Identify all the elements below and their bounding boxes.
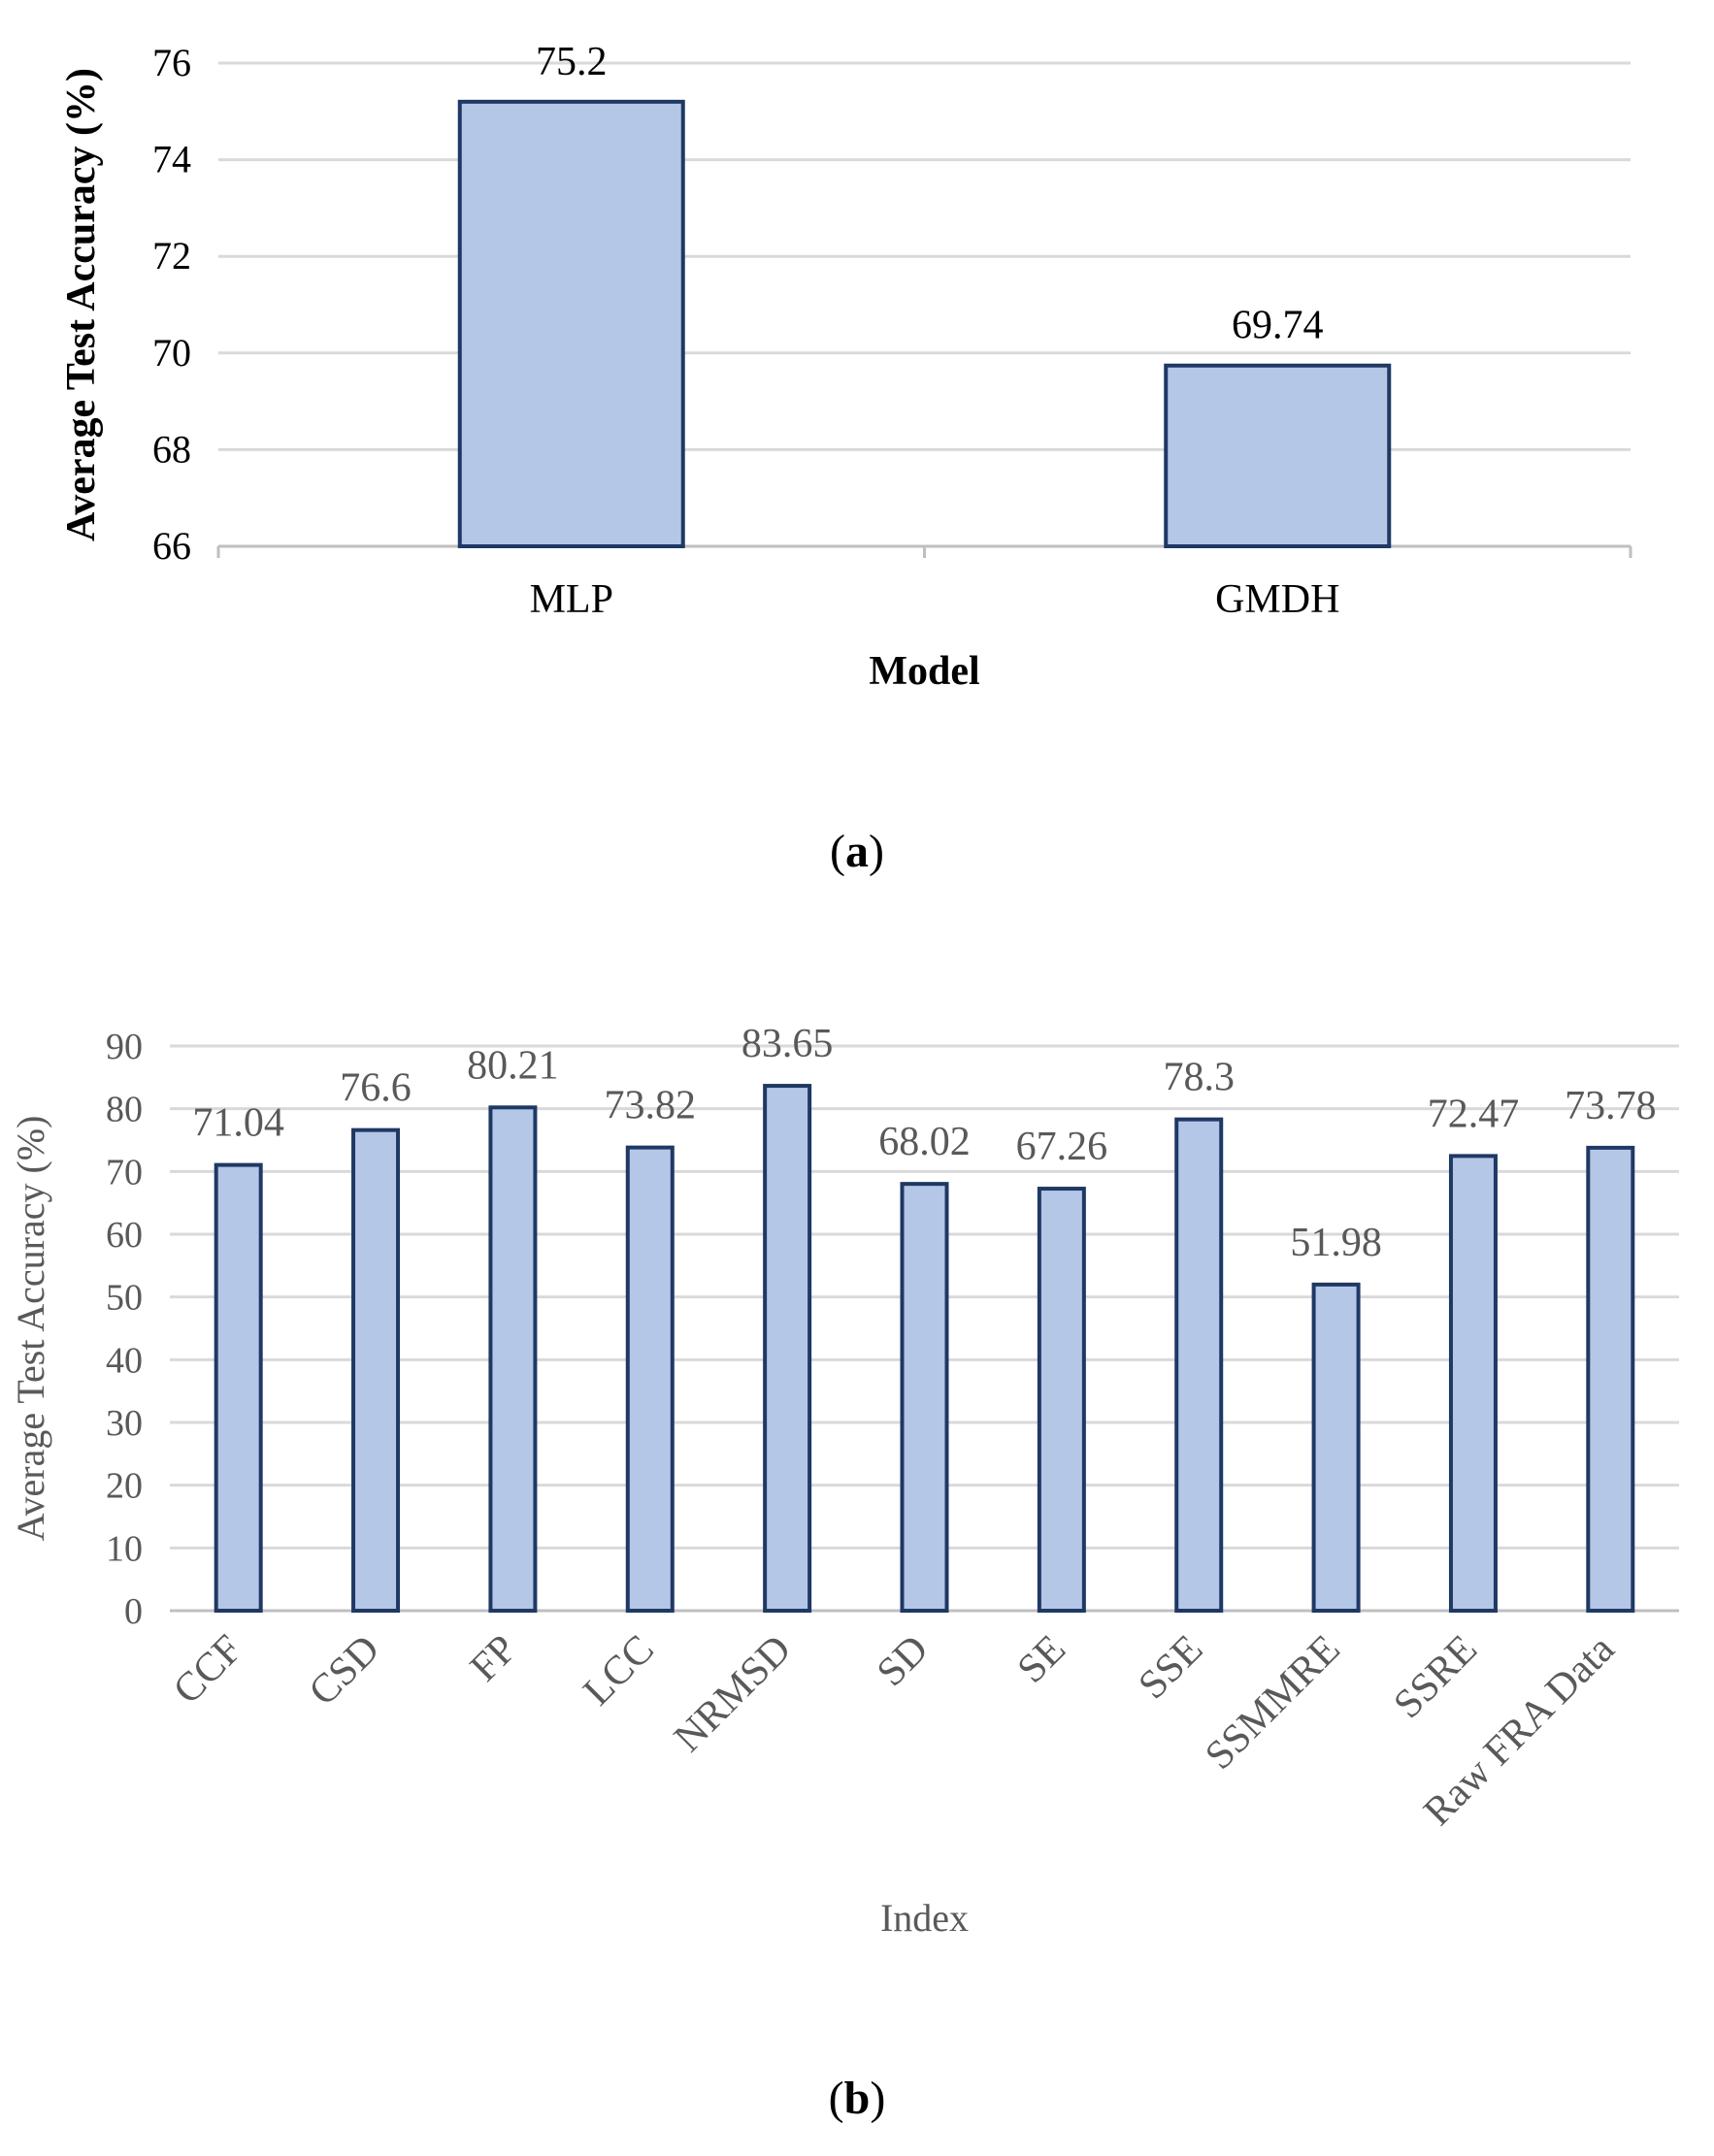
chart-b-data-label: 71.04: [192, 1101, 284, 1146]
chart-b-y-tick-label: 80: [106, 1090, 143, 1130]
chart-a-y-tick-label: 70: [152, 331, 191, 375]
panel-a-caption: (a): [830, 826, 884, 877]
chart-a-x-axis-title: Model: [869, 649, 979, 694]
chart-a-y-tick-label: 68: [152, 427, 191, 471]
chart-b-bar: [1174, 1117, 1224, 1613]
chart-b-bar: [1037, 1187, 1086, 1613]
chart-b-category-label: NRMSD: [666, 1627, 800, 1761]
chart-b-bar: [625, 1145, 675, 1613]
chart-b-category-label: FP: [462, 1627, 526, 1691]
chart-a-svg: 66 68 70 72 74 76 75.2 MLP 69.74 GMDH Average Test…: [59, 40, 1632, 694]
chart-b-bar: [214, 1162, 263, 1613]
chart-a-bar: [1164, 363, 1392, 548]
chart-a-category-label: GMDH: [1215, 577, 1339, 622]
chart-a-y-tick-label: 74: [152, 138, 191, 181]
chart-b-data-label: 73.78: [1565, 1084, 1657, 1128]
chart-b-data-label: 73.82: [605, 1084, 697, 1128]
chart-a-data-label: 75.2: [536, 40, 608, 84]
chart-b-bar: [1311, 1282, 1361, 1613]
chart-b-bar: [488, 1105, 538, 1614]
chart-b-y-tick-label: 10: [106, 1528, 143, 1569]
chart-b-x-axis-title: Index: [880, 1896, 969, 1940]
chart-b-data-label: 67.26: [1016, 1125, 1108, 1169]
chart-b-y-tick-label: 50: [106, 1278, 143, 1319]
chart-b-category-label: SD: [869, 1627, 938, 1696]
chart-b-bar: [1586, 1145, 1635, 1613]
chart-b-data-label: 80.21: [467, 1043, 559, 1088]
chart-a-y-tick-label: 76: [152, 41, 191, 84]
chart-b-category-label: SSE: [1131, 1627, 1212, 1709]
chart-panel-b: 0 10 20 30 40 50 60 70 80 90 71.04 CCF 76.6 CSD 80.21 F…: [0, 970, 1714, 2156]
panel-a-letter: a: [845, 826, 869, 877]
chart-b-category-label: CSD: [301, 1627, 388, 1715]
chart-a-bar: [457, 99, 685, 548]
panel-b-caption: (b): [828, 2073, 886, 2124]
chart-b-category-label: LCC: [576, 1627, 663, 1715]
chart-b-bar: [763, 1084, 812, 1613]
chart-a-y-tick-label: 72: [152, 234, 191, 278]
chart-b-y-tick-label: 70: [106, 1152, 143, 1192]
chart-b-y-axis-title: Average Test Accuracy (%): [9, 1116, 52, 1542]
chart-b-data-label: 51.98: [1290, 1221, 1382, 1265]
chart-b-data-label: 76.6: [340, 1066, 412, 1111]
chart-b-y-tick-label: 0: [124, 1591, 143, 1632]
chart-b-y-tick-label: 30: [106, 1403, 143, 1444]
chart-b-data-label: 72.47: [1428, 1092, 1520, 1136]
chart-b-category-label: CCF: [165, 1627, 251, 1714]
chart-b-data-label: 83.65: [742, 1022, 834, 1066]
chart-b-category-label: SE: [1009, 1627, 1074, 1692]
chart-b-category-label: SSRE: [1386, 1627, 1487, 1728]
chart-b-y-tick-label: 20: [106, 1466, 143, 1507]
chart-a-category-label: MLP: [530, 577, 613, 622]
chart-a-y-axis-title: Average Test Accuracy (%): [59, 68, 104, 541]
chart-b-y-tick-label: 60: [106, 1215, 143, 1256]
chart-a-data-label: 69.74: [1232, 304, 1324, 348]
chart-b-bar: [1448, 1154, 1498, 1614]
chart-b-data-label: 78.3: [1163, 1056, 1235, 1100]
chart-b-data-label: 68.02: [878, 1120, 971, 1164]
chart-b-svg: 0 10 20 30 40 50 60 70 80 90 71.04 CCF 76.6 CSD 80.21 F…: [9, 1022, 1679, 1940]
chart-panel-a: 66 68 70 72 74 76 75.2 MLP 69.74 GMDH Average Test…: [0, 0, 1714, 970]
chart-a-y-tick-label: 66: [152, 524, 191, 568]
chart-b-bar: [351, 1127, 401, 1614]
chart-b-category-label: SSMMRE: [1197, 1627, 1348, 1779]
panel-b-letter: b: [843, 2073, 871, 2124]
chart-b-bar: [900, 1182, 949, 1613]
chart-b-y-tick-label: 40: [106, 1340, 143, 1381]
chart-b-y-tick-label: 90: [106, 1027, 143, 1067]
